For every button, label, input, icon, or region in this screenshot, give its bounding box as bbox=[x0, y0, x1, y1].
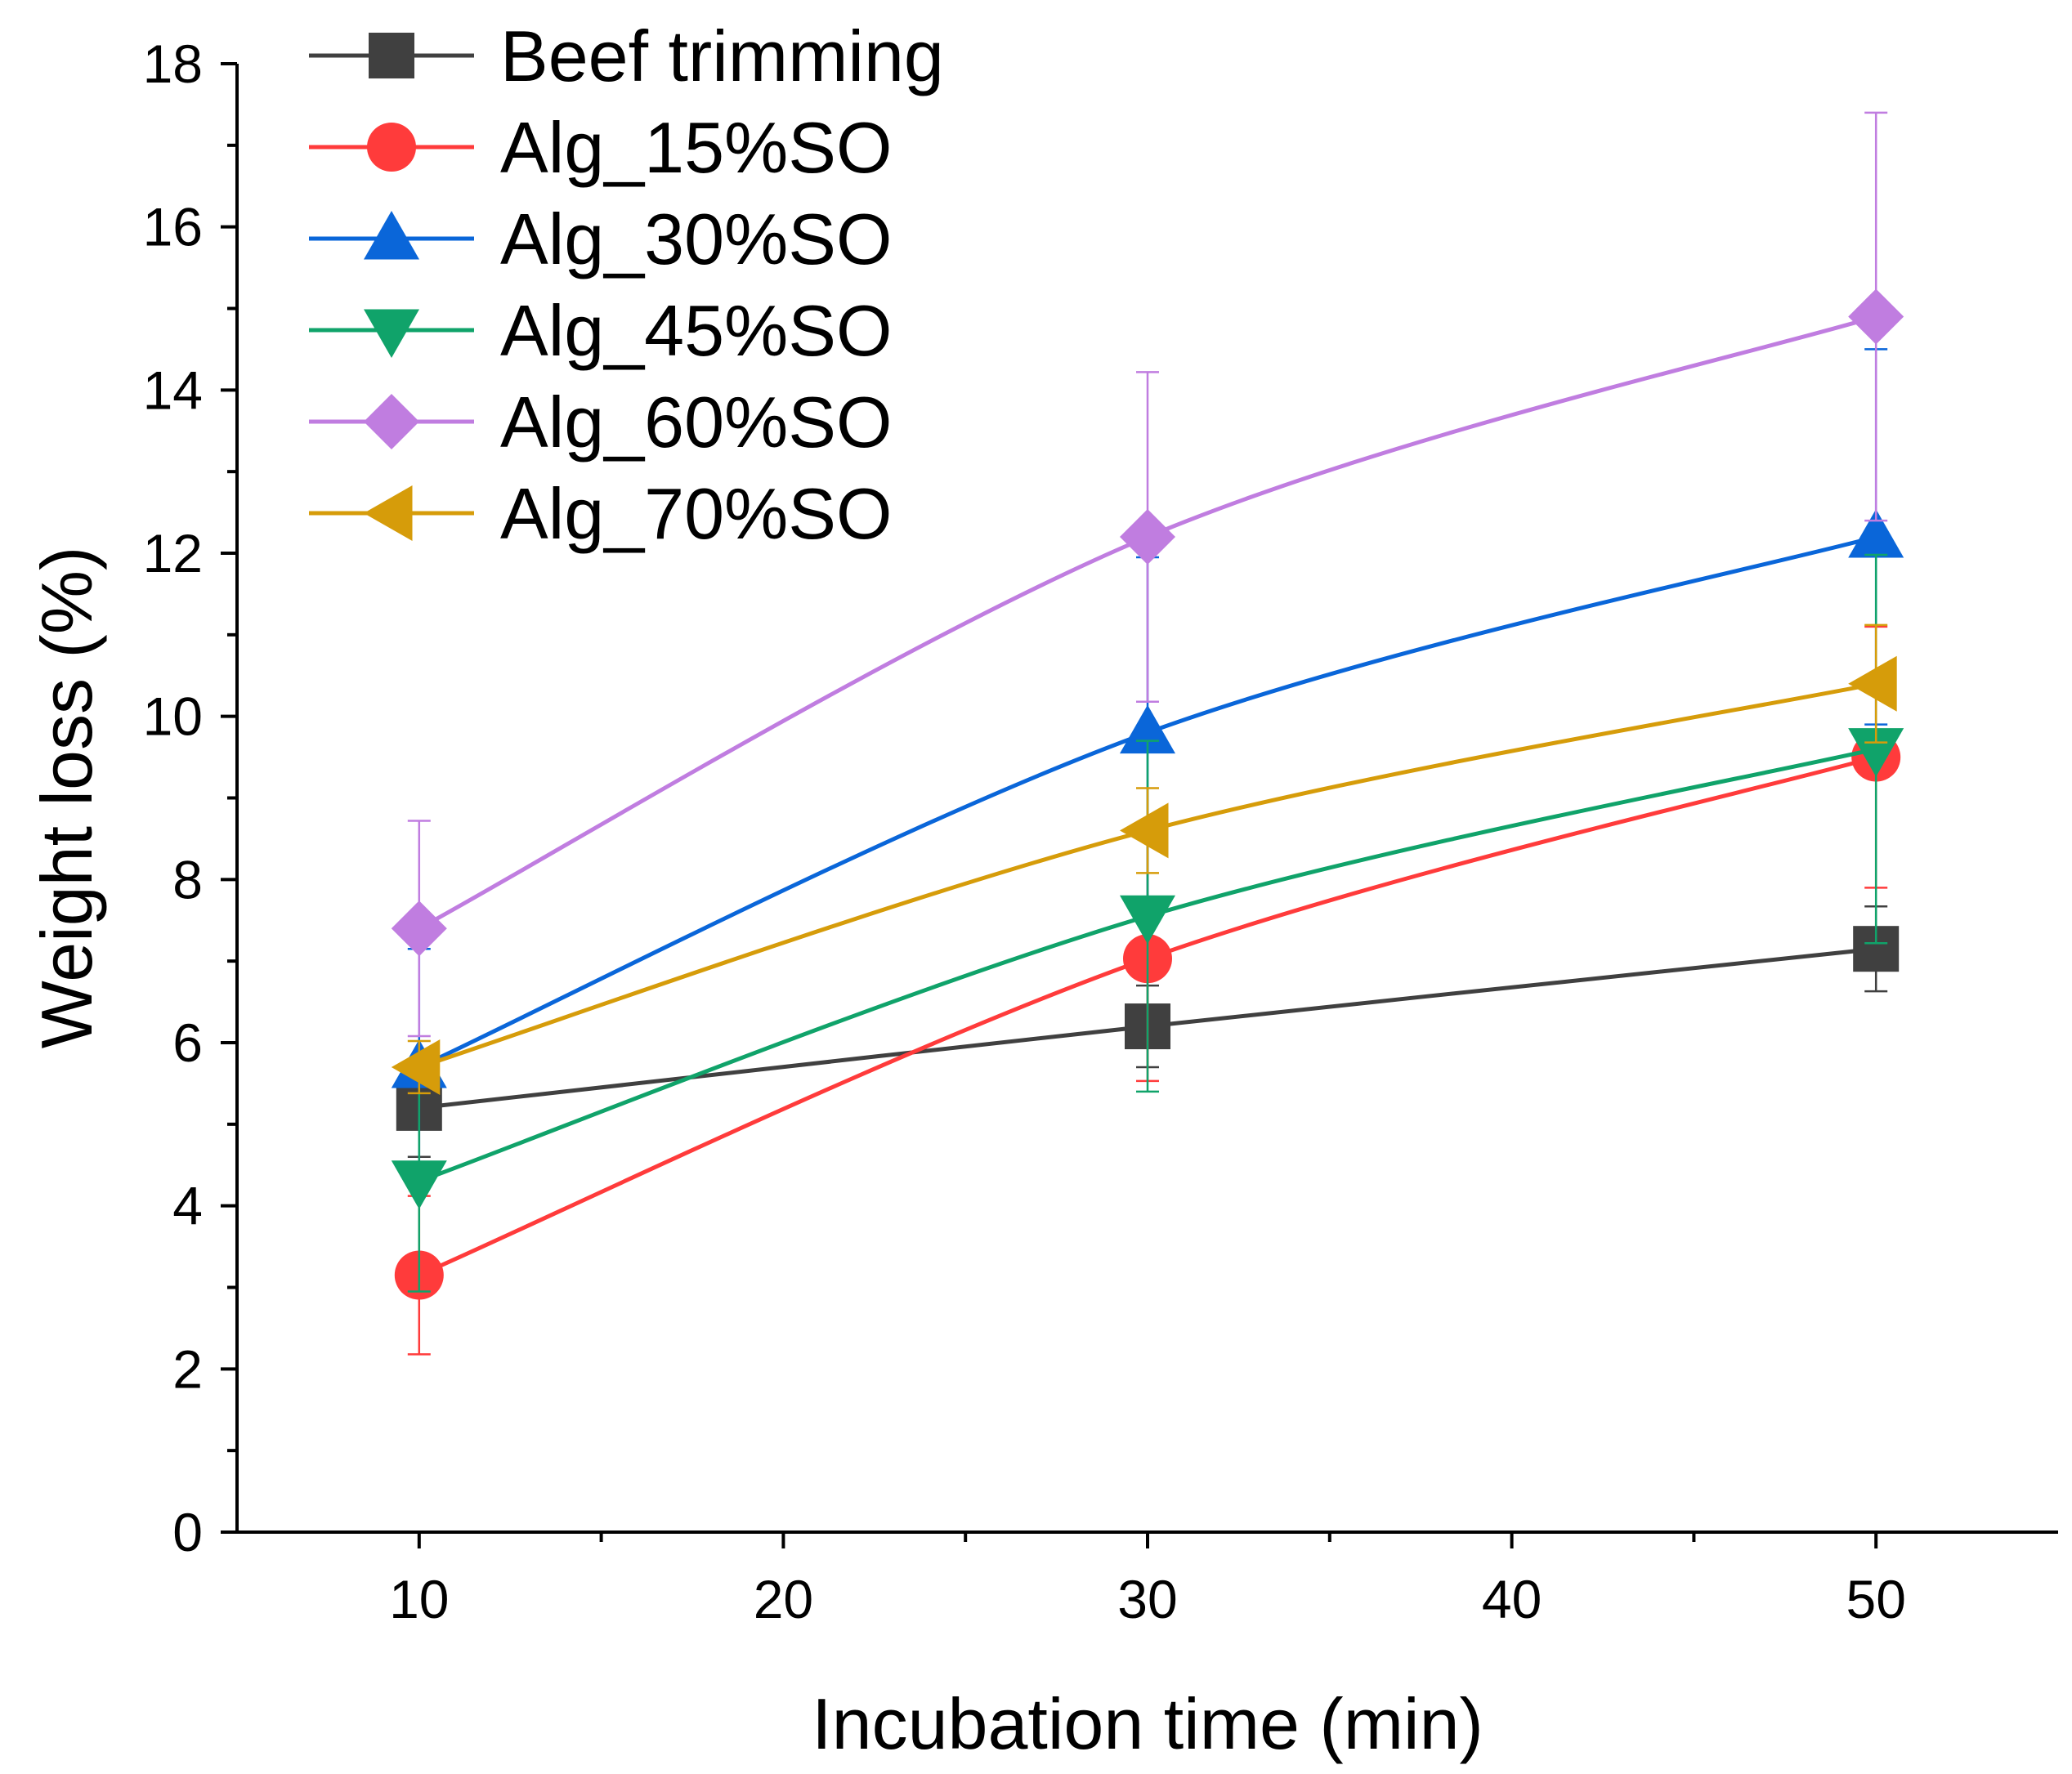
x-tick-label: 50 bbox=[1846, 1569, 1905, 1629]
y-tick-label: 8 bbox=[172, 849, 203, 909]
legend-item: Beef trimming bbox=[309, 16, 944, 96]
legend-marker bbox=[367, 123, 416, 172]
data-point bbox=[1120, 895, 1175, 945]
series-6 bbox=[391, 623, 1897, 1095]
plot-series bbox=[391, 111, 1904, 1356]
series-5 bbox=[391, 111, 1904, 1038]
legend-marker bbox=[364, 485, 413, 541]
legend-label: Alg_70%SO bbox=[500, 473, 892, 554]
legend-marker bbox=[364, 211, 419, 260]
y-tick-label: 0 bbox=[172, 1502, 203, 1562]
legend: Beef trimming Alg_15%SO Alg_30%SO Alg_45%SO… bbox=[309, 16, 944, 554]
y-axis-title: Weight loss (%) bbox=[26, 547, 107, 1049]
series-4 bbox=[391, 553, 1904, 1293]
x-ticks: 10 20 30 40 50 bbox=[389, 1532, 1906, 1629]
legend-label: Beef trimming bbox=[500, 16, 944, 96]
data-point bbox=[1120, 802, 1169, 859]
legend-marker bbox=[364, 394, 419, 449]
y-tick-label: 14 bbox=[143, 360, 203, 420]
legend-label: Alg_60%SO bbox=[500, 382, 892, 462]
data-point bbox=[1848, 655, 1897, 712]
data-point bbox=[1120, 509, 1175, 565]
y-tick-label: 2 bbox=[172, 1338, 203, 1399]
y-tick-label: 18 bbox=[143, 34, 203, 94]
legend-item: Alg_70%SO bbox=[309, 473, 892, 554]
legend-label: Alg_30%SO bbox=[500, 199, 892, 279]
legend-item: Alg_15%SO bbox=[309, 107, 892, 188]
data-point bbox=[391, 1160, 447, 1209]
x-tick-label: 10 bbox=[389, 1569, 449, 1629]
y-tick-label: 6 bbox=[172, 1012, 203, 1073]
y-tick-label: 12 bbox=[143, 523, 203, 583]
legend-marker bbox=[364, 309, 419, 358]
x-tick-label: 40 bbox=[1482, 1569, 1542, 1629]
data-point bbox=[1848, 288, 1904, 345]
data-point bbox=[391, 900, 447, 957]
legend-item: Alg_45%SO bbox=[309, 290, 892, 371]
x-tick-label: 30 bbox=[1117, 1569, 1177, 1629]
y-tick-label: 10 bbox=[143, 686, 203, 747]
data-point bbox=[1848, 728, 1904, 777]
y-ticks: 0 2 4 6 8 10 12 14 16 18 bbox=[143, 34, 237, 1562]
legend-marker bbox=[369, 33, 414, 78]
legend-item: Alg_30%SO bbox=[309, 199, 892, 279]
legend-item: Alg_60%SO bbox=[309, 382, 892, 462]
y-tick-label: 16 bbox=[143, 197, 203, 257]
y-tick-label: 4 bbox=[172, 1176, 203, 1236]
x-tick-label: 20 bbox=[754, 1569, 813, 1629]
data-point bbox=[391, 1039, 441, 1095]
data-point bbox=[1848, 509, 1904, 558]
x-axis-title: Incubation time (min) bbox=[812, 1683, 1484, 1764]
axes: 10 20 30 40 50 0 2 4 6 8 10 12 14 16 18 bbox=[143, 34, 2058, 1629]
data-point bbox=[1120, 704, 1175, 754]
legend-label: Alg_45%SO bbox=[500, 290, 892, 371]
legend-label: Alg_15%SO bbox=[500, 107, 892, 188]
